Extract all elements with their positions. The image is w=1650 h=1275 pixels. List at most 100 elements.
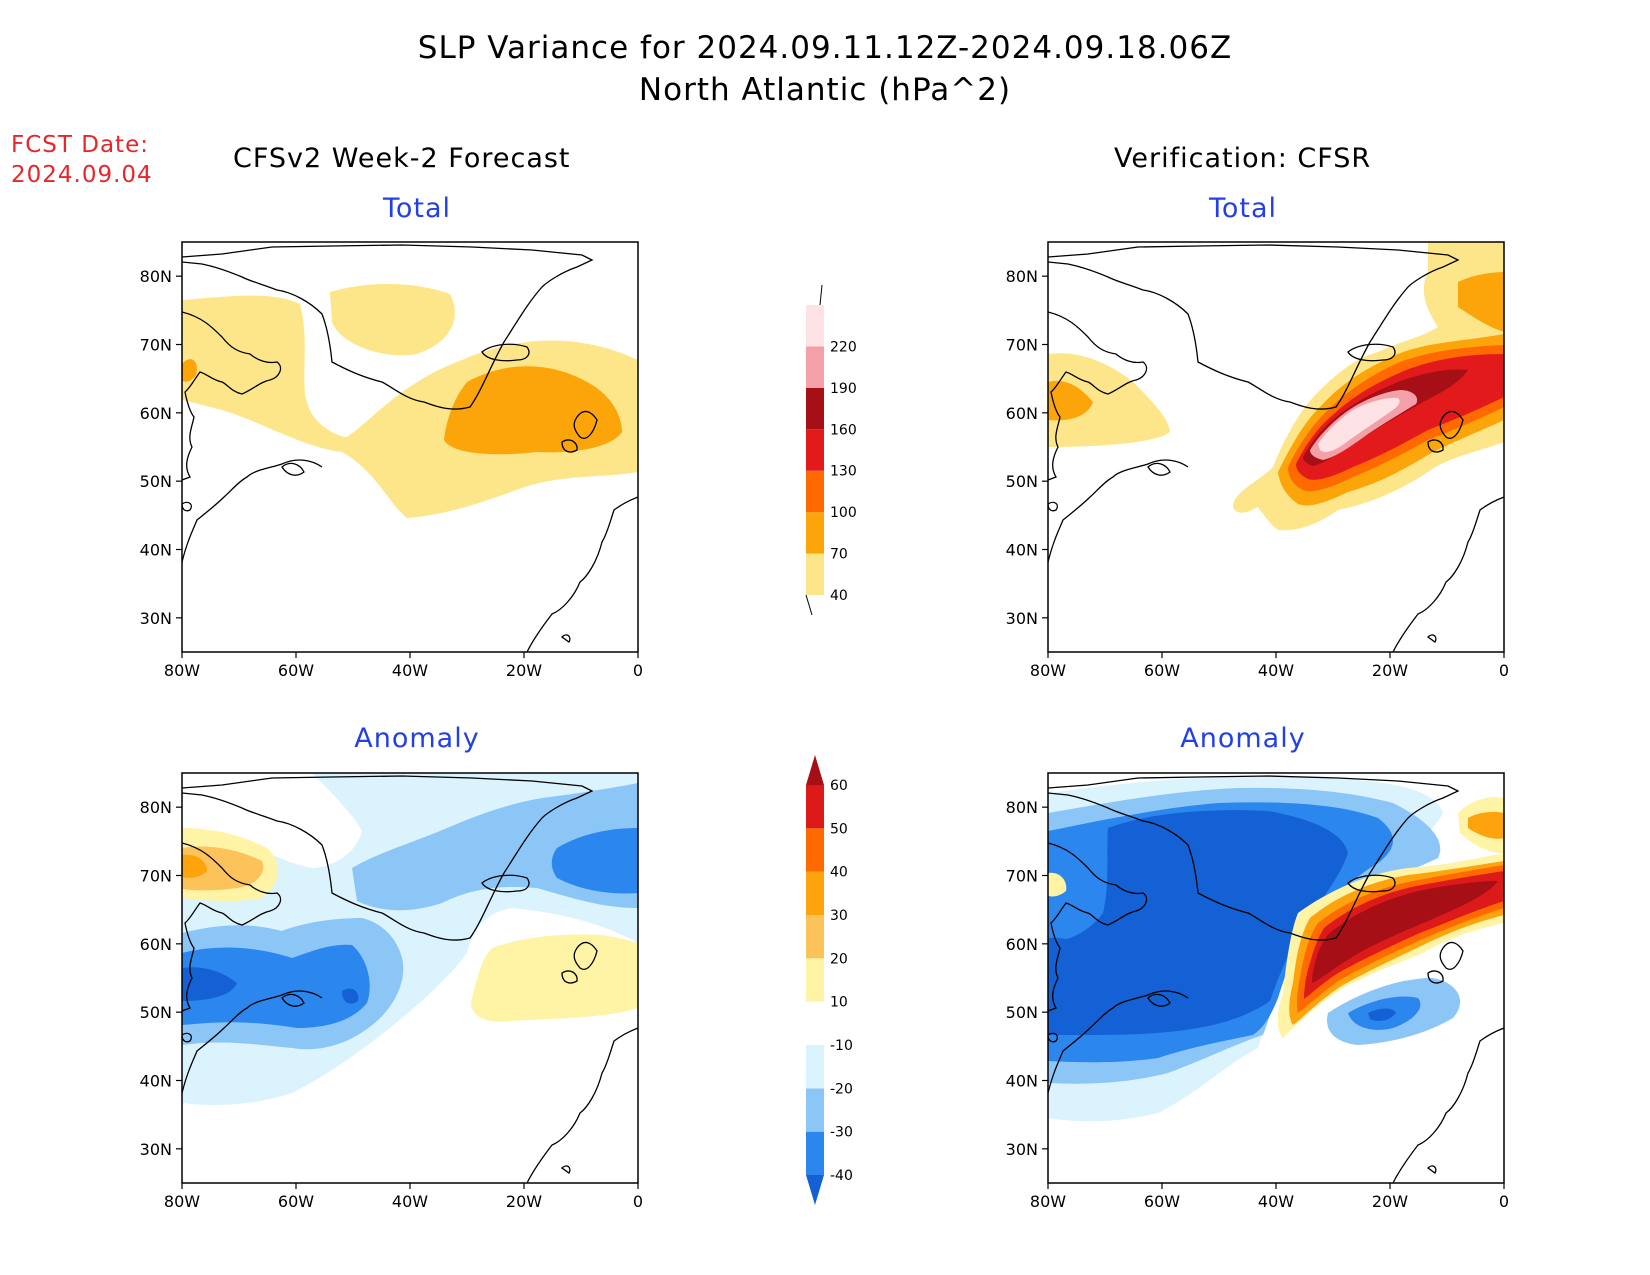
verification-total-map: 80N 70N 60N 50N 40N 30N 80W 60W 40W 20W 0: [1006, 241, 1509, 680]
lat-tick-label: 60N: [1006, 404, 1038, 423]
shading-layer: [1048, 776, 1504, 1122]
colorbar-level-label: 40: [830, 865, 848, 881]
colorbar-swatch: [806, 346, 824, 388]
colorbar-swatch: [806, 553, 824, 595]
colorbar-swatch: [806, 470, 824, 513]
lon-tick-label: 0: [633, 1192, 643, 1211]
main-title: SLP Variance for 2024.09.11.12Z-2024.09.…: [417, 30, 1233, 66]
lat-tick-label: 30N: [140, 609, 172, 628]
colorbar-level-label: 40: [830, 588, 848, 604]
coastline-layer: [182, 244, 638, 652]
lat-tick-label: 30N: [1006, 609, 1038, 628]
lat-tick-label: 70N: [140, 867, 172, 886]
colorbar-level-label: -30: [830, 1125, 853, 1141]
verification-anomaly-map: 80N 70N 60N 50N 40N 30N 80W 60W 40W 20W 0: [1006, 772, 1509, 1211]
colorbar-level-label: 30: [830, 908, 848, 924]
colorbar-swatch: [806, 429, 824, 471]
lat-tick-label: 50N: [1006, 472, 1038, 491]
lon-tick-label: 60W: [278, 661, 314, 680]
lat-tick-label: 60N: [140, 404, 172, 423]
lon-tick-label: 0: [1499, 661, 1509, 680]
colorbar-level-label: -20: [830, 1081, 853, 1097]
lon-tick-label: 0: [1499, 1192, 1509, 1211]
main-subtitle: North Atlantic (hPa^2): [638, 72, 1012, 108]
anomaly-colorbar: -40 -30 -20 -10 10 20 30 40 50 60: [806, 755, 853, 1205]
lat-tick-label: 30N: [140, 1140, 172, 1159]
lon-tick-label: 40W: [1258, 1192, 1294, 1211]
shading-layer: [182, 283, 638, 518]
lon-tick-label: 20W: [506, 661, 542, 680]
lat-tick-label: 50N: [140, 1003, 172, 1022]
verification-total-subtitle: Total: [1208, 193, 1278, 224]
fcst-date-label: FCST Date:: [11, 132, 149, 158]
forecast-total-subtitle: Total: [382, 193, 452, 224]
colorbar-swatch: [806, 305, 824, 347]
lat-tick-label: 70N: [1006, 336, 1038, 355]
forecast-anomaly-map: 80N 70N 60N 50N 40N 30N 80W 60W 40W 20W 0: [140, 772, 643, 1211]
lat-tick-label: 80N: [1006, 798, 1038, 817]
total-colorbar: 40 70 100 130 160 190 220: [805, 284, 857, 616]
coastline-layer: [1048, 244, 1504, 652]
colorbar-swatch: [806, 915, 824, 959]
lon-tick-label: 40W: [392, 1192, 428, 1211]
colorbar-swatch: [806, 1088, 824, 1132]
verification-anomaly-subtitle: Anomaly: [1180, 723, 1306, 754]
lon-ticks: 80W 60W 40W 20W 0: [164, 1183, 643, 1211]
forecast-column-title: CFSv2 Week-2 Forecast: [233, 143, 571, 174]
colorbar-swatch: [806, 871, 824, 915]
lat-tick-label: 70N: [1006, 867, 1038, 886]
colorbar-swatch: [806, 387, 824, 430]
lon-tick-label: 80W: [164, 1192, 200, 1211]
lat-ticks: 80N 70N 60N 50N 40N 30N: [140, 798, 182, 1159]
colorbar-level-label: 100: [830, 505, 857, 521]
lon-tick-label: 0: [633, 661, 643, 680]
lon-tick-label: 60W: [1144, 1192, 1180, 1211]
colorbar-swatch: [806, 1001, 824, 1045]
colorbar-swatch: [806, 1045, 824, 1089]
lat-tick-label: 40N: [1006, 1072, 1038, 1091]
colorbar-bottom-arrow: [806, 1175, 824, 1205]
lon-tick-label: 20W: [506, 1192, 542, 1211]
lat-tick-label: 60N: [140, 935, 172, 954]
lat-tick-label: 40N: [140, 541, 172, 560]
lon-ticks: 80W 60W 40W 20W 0: [164, 652, 643, 680]
colorbar-top-tip: [819, 284, 823, 306]
lon-tick-label: 80W: [164, 661, 200, 680]
lat-tick-label: 80N: [140, 267, 172, 286]
colorbar-swatch: [806, 1131, 824, 1175]
colorbar-level-label: 220: [830, 339, 857, 355]
forecast-total-map: 80N 70N 60N 50N 40N 30N 80W 60W 40W 20W 0: [140, 241, 643, 680]
colorbar-swatch: [806, 828, 824, 872]
colorbar-top-arrow: [806, 755, 824, 785]
lat-ticks: 80N 70N 60N 50N 40N 30N: [140, 267, 182, 628]
fcst-date-value: 2024.09.04: [11, 162, 153, 188]
coastline-layer: [182, 775, 638, 1183]
lon-tick-label: 80W: [1030, 1192, 1066, 1211]
lat-tick-label: 30N: [1006, 1140, 1038, 1159]
lon-ticks: 80W 60W 40W 20W 0: [1030, 652, 1509, 680]
lat-tick-label: 80N: [1006, 267, 1038, 286]
colorbar-level-label: 50: [830, 821, 848, 837]
colorbar-swatch: [806, 958, 824, 1002]
lon-tick-label: 80W: [1030, 661, 1066, 680]
lat-tick-label: 50N: [140, 472, 172, 491]
lat-ticks: 80N 70N 60N 50N 40N 30N: [1006, 267, 1048, 628]
lon-tick-label: 20W: [1372, 1192, 1408, 1211]
lon-tick-label: 60W: [1144, 661, 1180, 680]
lat-ticks: 80N 70N 60N 50N 40N 30N: [1006, 798, 1048, 1159]
lon-tick-label: 60W: [278, 1192, 314, 1211]
lon-tick-label: 40W: [392, 661, 428, 680]
colorbar-level-label: -10: [830, 1038, 853, 1054]
shading-layer: [182, 773, 638, 1105]
colorbar-level-label: 160: [830, 422, 857, 438]
colorbar-level-label: 70: [830, 547, 848, 563]
colorbar-swatch: [806, 785, 824, 829]
colorbar-level-label: 130: [830, 464, 857, 480]
forecast-anomaly-subtitle: Anomaly: [354, 723, 480, 754]
lat-tick-label: 80N: [140, 798, 172, 817]
lat-tick-label: 70N: [140, 336, 172, 355]
lon-tick-label: 40W: [1258, 661, 1294, 680]
colorbar-level-label: -40: [830, 1168, 853, 1184]
lon-tick-label: 20W: [1372, 661, 1408, 680]
colorbar-swatch: [806, 512, 824, 554]
